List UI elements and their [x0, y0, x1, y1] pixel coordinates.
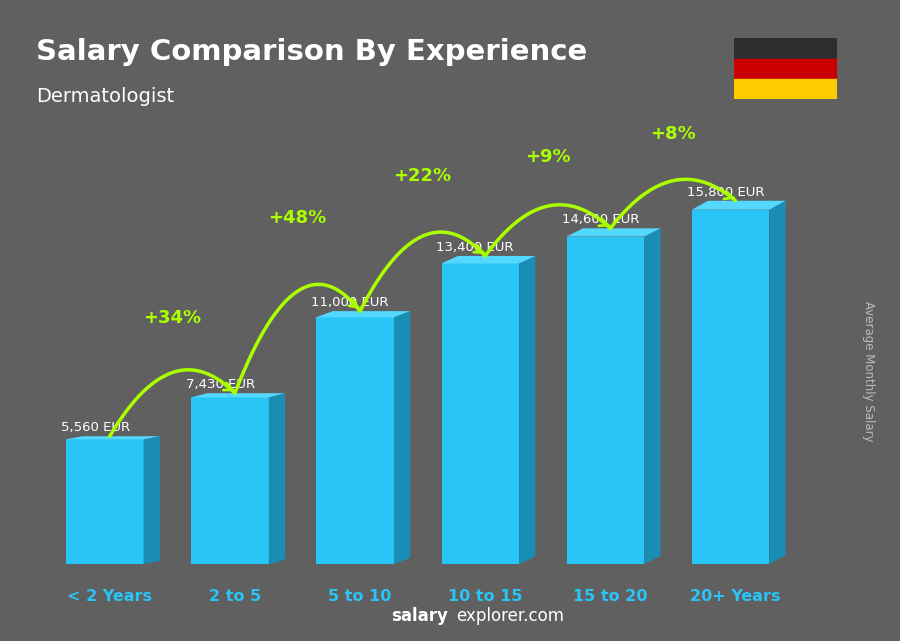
Polygon shape — [191, 393, 285, 397]
Text: 15 to 20: 15 to 20 — [573, 588, 648, 604]
Polygon shape — [692, 201, 786, 210]
Text: Salary Comparison By Experience: Salary Comparison By Experience — [36, 38, 587, 67]
Text: 7,430 EUR: 7,430 EUR — [186, 378, 256, 391]
Text: Dermatologist: Dermatologist — [36, 87, 174, 106]
Text: 5,560 EUR: 5,560 EUR — [61, 421, 130, 434]
Text: < 2 Years: < 2 Years — [68, 588, 152, 604]
Bar — [191, 397, 269, 564]
Polygon shape — [519, 256, 536, 564]
Text: +8%: +8% — [650, 125, 696, 144]
Text: salary: salary — [392, 607, 448, 625]
Polygon shape — [66, 437, 160, 439]
Polygon shape — [770, 201, 786, 564]
Polygon shape — [269, 393, 285, 564]
Bar — [692, 210, 770, 564]
Bar — [66, 439, 144, 564]
Text: +9%: +9% — [525, 149, 571, 167]
Bar — [734, 79, 837, 99]
Text: +34%: +34% — [143, 309, 202, 327]
Polygon shape — [567, 228, 661, 237]
Bar — [442, 263, 519, 564]
Text: +48%: +48% — [268, 209, 327, 227]
Bar — [734, 59, 837, 79]
Text: 5 to 10: 5 to 10 — [328, 588, 392, 604]
Text: 14,600 EUR: 14,600 EUR — [562, 213, 639, 226]
Polygon shape — [394, 311, 410, 564]
Text: 13,400 EUR: 13,400 EUR — [436, 240, 514, 254]
Text: Average Monthly Salary: Average Monthly Salary — [862, 301, 875, 442]
Text: +22%: +22% — [393, 167, 452, 185]
Polygon shape — [144, 437, 160, 564]
Polygon shape — [644, 228, 661, 564]
Bar — [317, 317, 394, 564]
Bar — [567, 237, 644, 564]
Text: 20+ Years: 20+ Years — [690, 588, 780, 604]
Polygon shape — [317, 311, 410, 317]
Text: 2 to 5: 2 to 5 — [209, 588, 261, 604]
Text: 15,800 EUR: 15,800 EUR — [687, 185, 764, 199]
Text: explorer.com: explorer.com — [456, 607, 564, 625]
Text: 10 to 15: 10 to 15 — [448, 588, 522, 604]
Bar — [734, 38, 837, 59]
Polygon shape — [442, 256, 536, 263]
Text: 11,000 EUR: 11,000 EUR — [311, 296, 389, 309]
